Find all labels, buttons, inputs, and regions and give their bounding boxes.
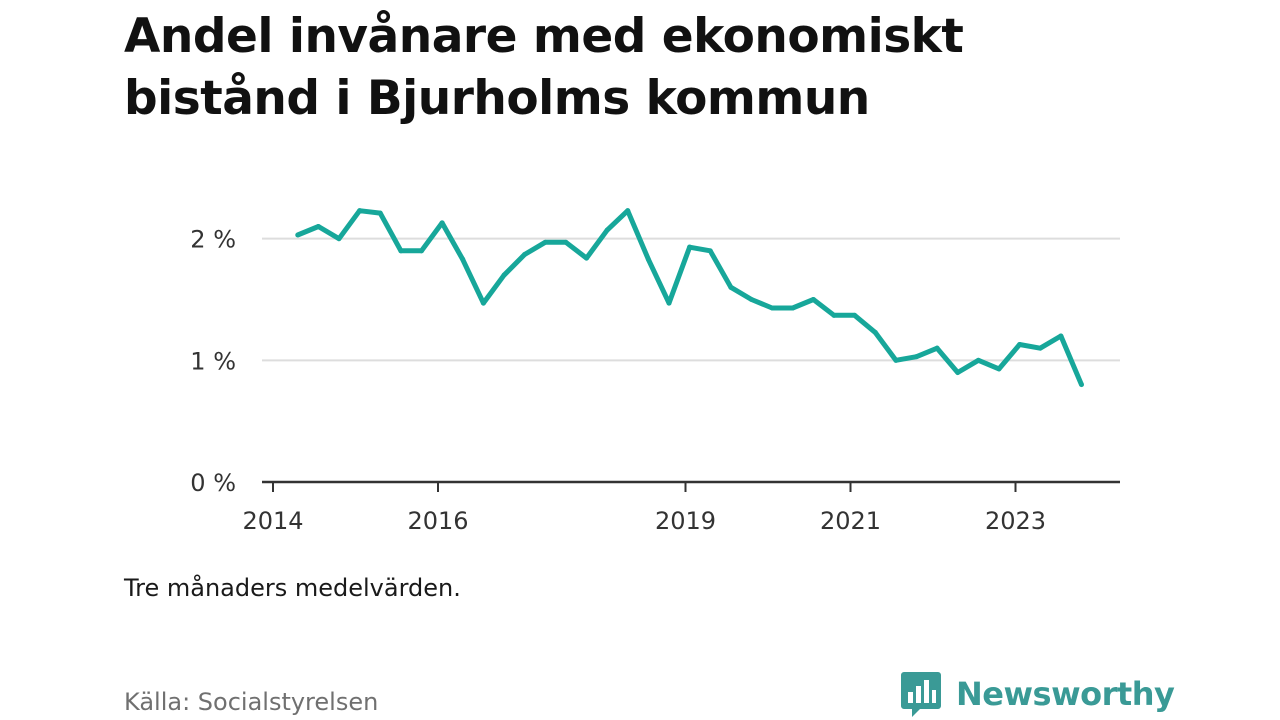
y-axis-tick-labels: 0 % 1 % 2 % [190, 226, 236, 497]
data-point [666, 300, 672, 306]
x-tick-label: 2014 [242, 507, 303, 535]
data-point [1017, 342, 1023, 348]
data-point [315, 224, 321, 229]
chart-note: Tre månaders medelvärden. [124, 574, 461, 602]
x-axis: 2014 2016 2019 2021 2023 [242, 480, 1120, 535]
data-point [1058, 333, 1064, 339]
y-tick-label: 2 % [190, 226, 236, 254]
data-point [749, 297, 754, 302]
data-point [831, 312, 837, 318]
bar-chart-speech-bubble-icon [901, 672, 941, 717]
data-point [604, 227, 610, 233]
data-point [480, 300, 486, 306]
data-point [1079, 382, 1084, 388]
data-point [645, 256, 651, 262]
data-point [522, 251, 528, 257]
data-point [810, 297, 816, 302]
data-point [893, 357, 899, 363]
chart-title: Andel invånare med ekonomiskt bistånd i … [124, 9, 964, 126]
x-tick-label: 2023 [985, 507, 1046, 535]
newsworthy-logo: Newsworthy [900, 670, 1175, 718]
data-point [398, 248, 404, 254]
data-point [975, 357, 981, 363]
series-layer [295, 208, 1084, 388]
data-point [955, 370, 961, 375]
brand-name: Newsworthy [956, 675, 1175, 713]
data-point [872, 329, 878, 335]
data-point [687, 244, 693, 250]
data-point [460, 256, 466, 262]
data-point [769, 305, 775, 311]
data-point [501, 272, 507, 278]
data-point [790, 305, 796, 311]
y-tick-label: 1 % [190, 347, 236, 375]
source-credit: Källa: Socialstyrelsen [124, 688, 379, 716]
data-point [563, 239, 569, 245]
data-point [852, 312, 858, 318]
data-point [439, 220, 445, 226]
data-point [295, 232, 301, 238]
data-point [914, 354, 919, 360]
data-point [542, 239, 548, 245]
y-tick-label: 0 % [190, 469, 236, 497]
data-point [707, 248, 713, 254]
x-tick-label: 2016 [407, 507, 468, 535]
data-point [377, 210, 383, 216]
data-point [996, 366, 1002, 372]
data-point [728, 284, 734, 290]
data-point [336, 236, 342, 242]
data-point [357, 208, 363, 214]
data-point [934, 345, 940, 351]
x-tick-label: 2019 [655, 507, 716, 535]
data-point [625, 208, 631, 214]
data-point [1037, 345, 1043, 351]
data-point [419, 248, 424, 254]
grid-lines [262, 237, 1120, 362]
x-tick-label: 2021 [820, 507, 881, 535]
data-point [584, 255, 589, 261]
series-line [296, 208, 1084, 386]
